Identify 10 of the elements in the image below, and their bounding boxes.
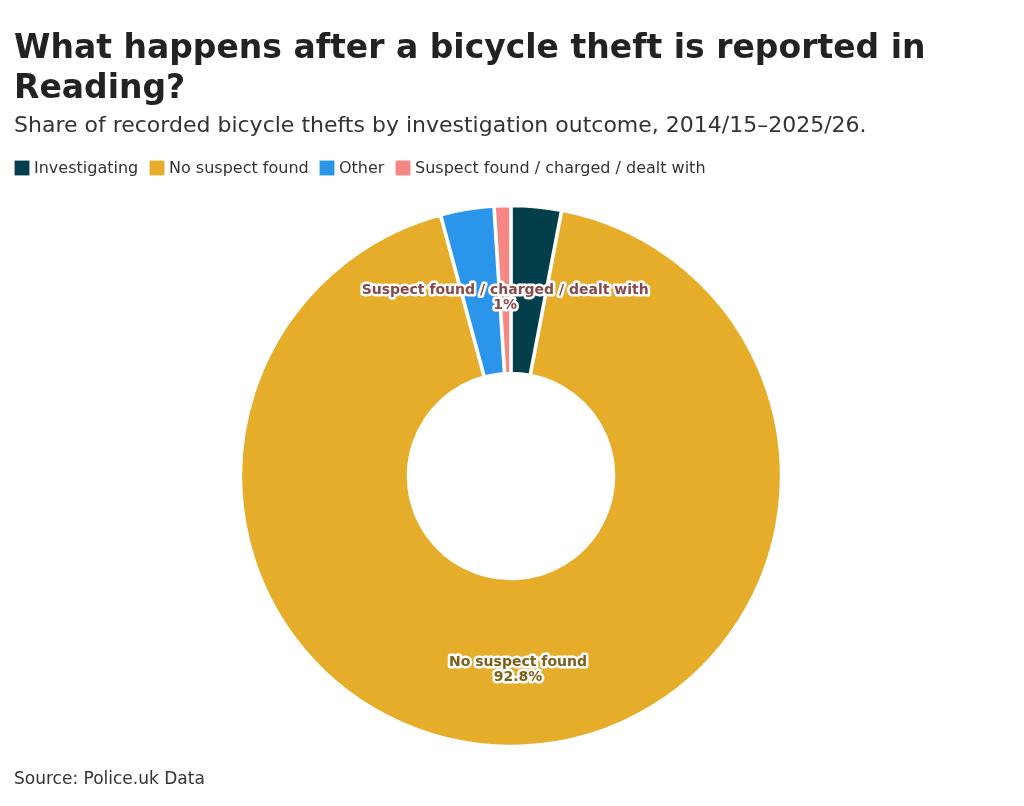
- chart-subtitle: Share of recorded bicycle thefts by investigation outcome, 2014/15–2025/26.: [14, 112, 867, 137]
- source-note: Source: Police.uk Data: [14, 768, 205, 788]
- slice-label: No suspect found: [449, 652, 587, 669]
- legend-label: Suspect found / charged / dealt with: [415, 158, 706, 177]
- legend-label: Investigating: [34, 158, 139, 177]
- data-label: 1%: [493, 296, 518, 313]
- chart-title: What happens after a bicycle theft is reported in Reading?: [14, 27, 926, 106]
- donut-slice: [239, 209, 782, 748]
- legend-label: Other: [339, 158, 385, 177]
- legend-label: No suspect found: [169, 158, 309, 177]
